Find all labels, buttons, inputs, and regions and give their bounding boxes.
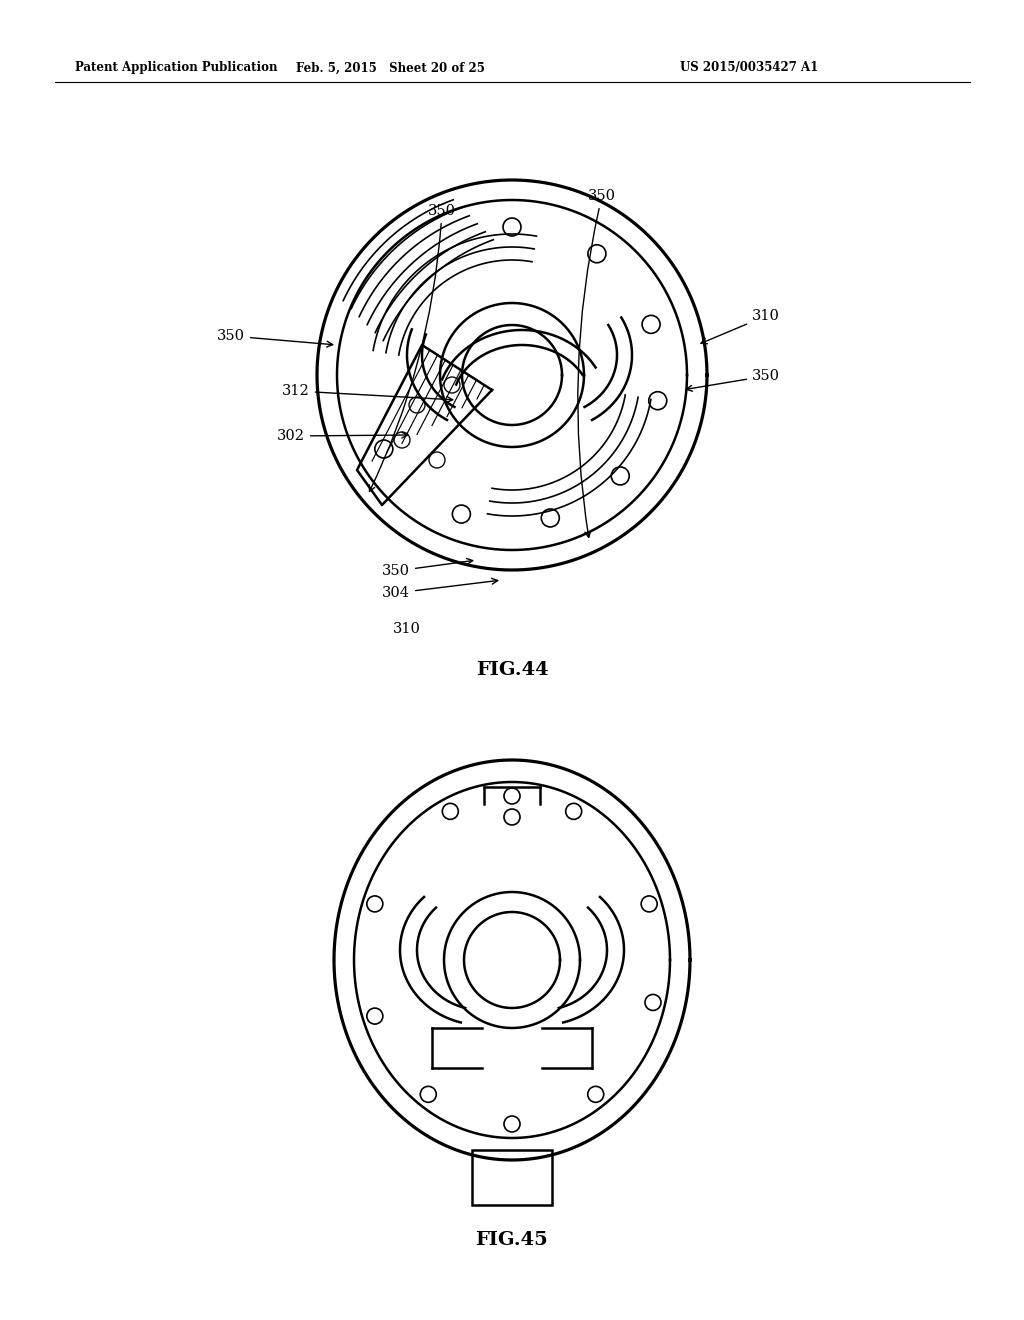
Bar [472, 1150, 552, 1205]
Text: Feb. 5, 2015   Sheet 20 of 25: Feb. 5, 2015 Sheet 20 of 25 [296, 62, 484, 74]
Text: 312: 312 [282, 384, 453, 403]
Text: 310: 310 [701, 309, 780, 343]
Text: 350: 350 [370, 205, 456, 491]
Text: 304: 304 [382, 578, 498, 601]
Text: 350: 350 [217, 329, 333, 347]
Text: US 2015/0035427 A1: US 2015/0035427 A1 [680, 62, 818, 74]
Text: 310: 310 [393, 622, 421, 636]
Text: FIG.45: FIG.45 [475, 1232, 549, 1249]
Text: 350: 350 [382, 558, 473, 578]
Text: Patent Application Publication: Patent Application Publication [75, 62, 278, 74]
Text: 350: 350 [686, 370, 780, 391]
Text: 302: 302 [278, 429, 408, 444]
Text: FIG.44: FIG.44 [476, 661, 548, 678]
Text: 350: 350 [578, 189, 616, 537]
